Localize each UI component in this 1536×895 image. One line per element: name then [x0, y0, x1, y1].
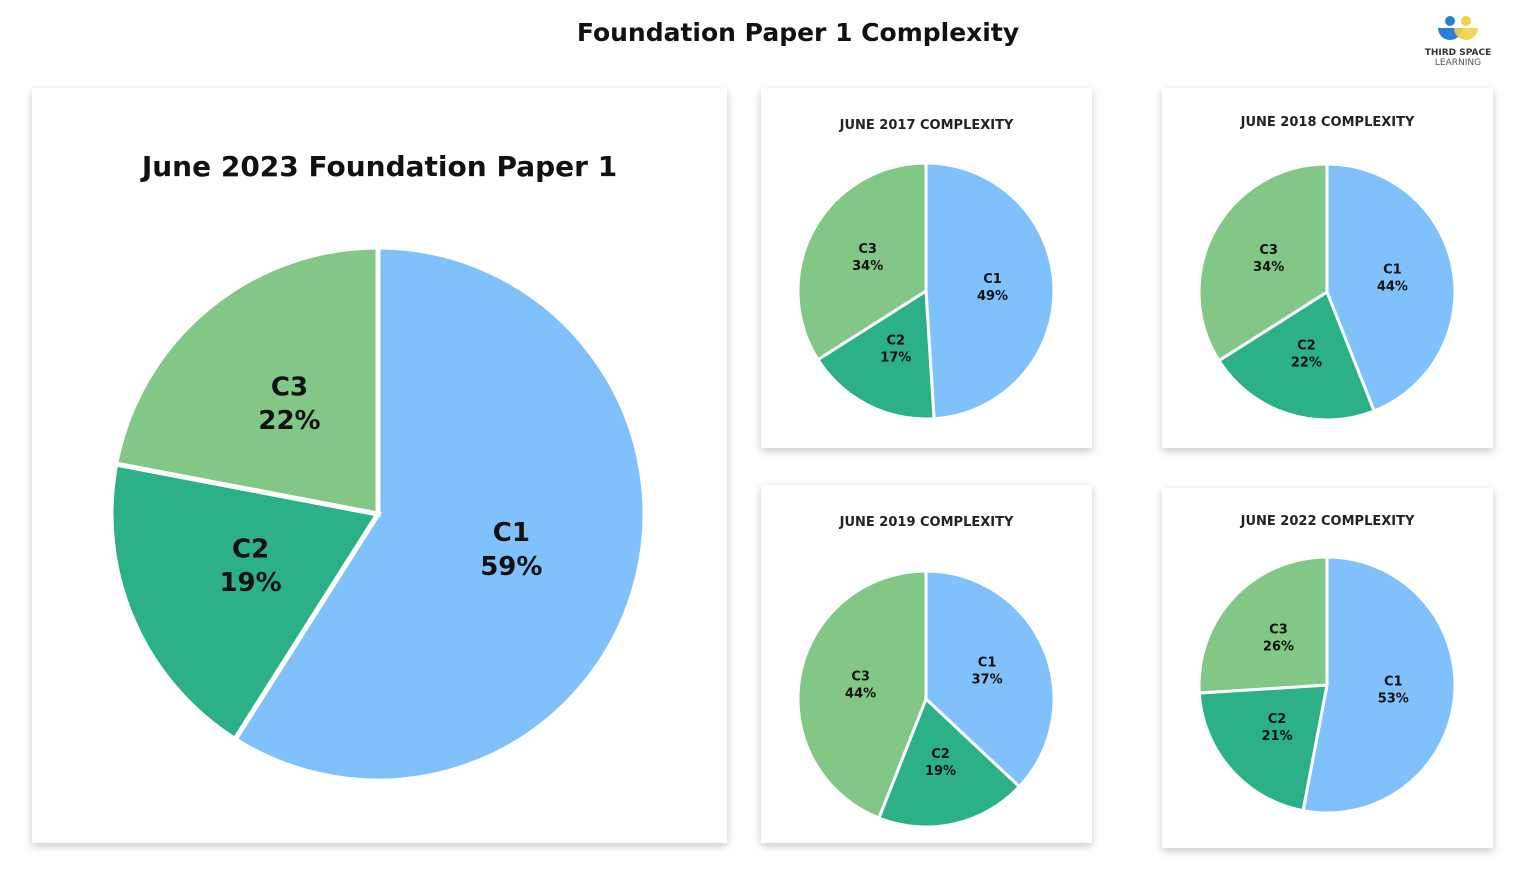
page-title: Foundation Paper 1 Complexity	[576, 18, 1020, 47]
pie-slice-c3	[796, 569, 928, 820]
pie-slice-c1	[924, 569, 1056, 789]
slice-category-label: C1	[1383, 263, 1402, 278]
chart-title: JUNE 2019 COMPLEXITY	[839, 515, 1014, 530]
pie-slice-c1	[1301, 555, 1457, 815]
pie-slice-c3	[796, 161, 928, 362]
chart-panel-2023: June 2023 Foundation Paper 1 C1 59% C2 19% C…	[32, 88, 727, 843]
slice-category-label: C2	[886, 333, 905, 348]
slice-category-label: C2	[1268, 712, 1287, 727]
slice-category-label: C1	[1384, 674, 1403, 689]
chart-title: June 2023 Foundation Paper 1	[141, 150, 618, 183]
pie-slice-c2	[815, 288, 936, 421]
slice-category-label: C2	[1297, 338, 1316, 353]
pie-slice-c2	[108, 461, 383, 743]
slice-category-label: C2	[931, 747, 950, 762]
slice-percent-label: 34%	[852, 259, 883, 274]
slice-percent-label: 59%	[480, 552, 542, 582]
chart-panel-2017: JUNE 2017 COMPLEXITY C1 49% C2 17% C3 34%	[761, 88, 1092, 448]
chart-title: JUNE 2018 COMPLEXITY	[1240, 115, 1415, 130]
slice-category-label: C3	[858, 242, 877, 257]
pie-slice-c3	[112, 244, 381, 518]
pie-chart-2018: C1 44% C2 22% C3 34%	[1197, 162, 1457, 422]
slice-percent-label: 34%	[1253, 260, 1284, 275]
pie-slice-c2	[1216, 289, 1377, 422]
slice-percent-label: 17%	[880, 350, 911, 365]
slice-category-label: C3	[1259, 243, 1278, 258]
slice-category-label: C1	[978, 656, 997, 671]
pie-chart-2019: C1 37% C2 19% C3 44%	[796, 569, 1056, 829]
slice-category-label: C3	[1269, 623, 1288, 638]
chart-title: JUNE 2022 COMPLEXITY	[1240, 514, 1415, 529]
pie-slice-c3	[1197, 555, 1329, 695]
pie-chart-2017: C1 49% C2 17% C3 34%	[796, 161, 1056, 421]
pie-slice-c3	[1197, 162, 1329, 363]
slice-percent-label: 22%	[1291, 355, 1322, 370]
slice-percent-label: 44%	[1377, 280, 1408, 295]
slice-percent-label: 19%	[925, 764, 956, 779]
slice-percent-label: 37%	[972, 673, 1003, 688]
logo-subtext: LEARNING	[1434, 58, 1482, 68]
pie-slice-c1	[924, 161, 1056, 421]
slice-percent-label: 44%	[845, 687, 876, 702]
slice-percent-label: 19%	[219, 568, 281, 598]
slice-percent-label: 22%	[258, 406, 320, 436]
slice-category-label: C2	[232, 534, 269, 564]
slice-category-label: C3	[271, 372, 308, 402]
chart-panel-2018: JUNE 2018 COMPLEXITY C1 44% C2 22% C3 34%	[1162, 88, 1493, 448]
pie-slice-c1	[231, 244, 648, 784]
chart-panel-2019: JUNE 2019 COMPLEXITY C1 37% C2 19% C3 44%	[761, 485, 1092, 843]
third-space-learning-logo: THIRD SPACE LEARNING	[1418, 14, 1498, 68]
slice-percent-label: 53%	[1378, 691, 1409, 706]
slice-category-label: C3	[851, 670, 870, 685]
slice-percent-label: 49%	[977, 289, 1008, 304]
slice-category-label: C1	[493, 518, 530, 548]
pie-slice-c2	[1197, 683, 1329, 813]
pie-chart-2023: C1 59% C2 19% C3 22%	[108, 244, 648, 784]
logo-text: THIRD SPACE	[1424, 48, 1492, 58]
slice-percent-label: 26%	[1263, 639, 1294, 654]
logo-icon	[1438, 16, 1478, 40]
pie-slice-c1	[1325, 162, 1457, 413]
slice-category-label: C1	[983, 272, 1002, 287]
chart-title: JUNE 2017 COMPLEXITY	[839, 118, 1014, 133]
chart-panel-2022: JUNE 2022 COMPLEXITY C1 53% C2 21% C3 26%	[1162, 488, 1493, 848]
slice-percent-label: 21%	[1262, 729, 1293, 744]
